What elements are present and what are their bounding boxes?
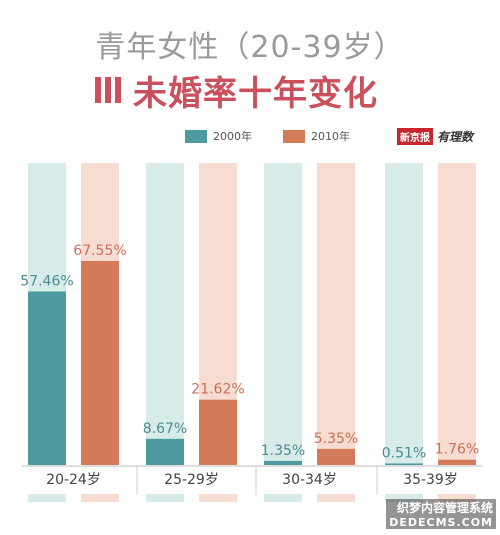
chart-subtitle: 未婚率十年变化 — [95, 70, 378, 114]
value-label: 67.55% — [73, 243, 126, 259]
legend-swatch-2010 — [283, 129, 305, 143]
bar-2010 — [317, 448, 355, 465]
value-label: 21.62% — [191, 382, 244, 398]
bar-2010 — [81, 260, 119, 465]
source-logo: 新京报 有理数 — [397, 127, 473, 145]
legend-label-2000: 2000年 — [213, 130, 252, 143]
bar-2000 — [146, 438, 184, 465]
legend-item-2000: 2000年 — [185, 128, 252, 144]
bar-track-bottom — [81, 494, 119, 502]
category-label: 25-29岁 — [164, 472, 219, 488]
bar-track — [199, 163, 237, 465]
bar-track-bottom — [199, 494, 237, 502]
bar-2000 — [385, 463, 423, 465]
legend-swatch-2000 — [185, 129, 207, 143]
category-label: 20-24岁 — [46, 472, 101, 488]
legend-label-2010: 2010年 — [311, 130, 350, 143]
bar-track — [264, 163, 302, 465]
bar-track-bottom — [317, 494, 355, 502]
bar-track — [28, 163, 66, 465]
bar-2000 — [28, 291, 66, 465]
bar-track — [438, 163, 476, 465]
watermark: 织梦内容管理系统 DEDECMS.COM — [386, 499, 496, 529]
bar-track-bottom — [28, 494, 66, 502]
bar-2000 — [264, 460, 302, 465]
bars-icon — [95, 77, 121, 103]
bar-track — [146, 163, 184, 465]
legend-item-2010: 2010年 — [283, 128, 350, 144]
source-column: 有理数 — [437, 129, 474, 144]
value-label: 1.35% — [261, 443, 305, 459]
bar-2010 — [199, 399, 237, 465]
source-paper: 新京报 — [397, 127, 433, 145]
chart-title: 青年女性（20-39岁） — [95, 30, 405, 65]
value-label: 57.46% — [20, 273, 73, 289]
subtitle-text: 未婚率十年变化 — [133, 73, 378, 114]
value-label: 5.35% — [314, 431, 358, 447]
legend: 2000年 2010年 — [0, 128, 500, 150]
bar-2010 — [438, 459, 476, 465]
bar-track-bottom — [146, 494, 184, 502]
bar-track-bottom — [264, 494, 302, 502]
watermark-line2: DEDECMS.COM — [386, 516, 496, 529]
value-label: 8.67% — [143, 421, 187, 437]
category-label: 35-39岁 — [403, 472, 458, 488]
watermark-line1: 织梦内容管理系统 — [386, 499, 496, 516]
value-label: 1.76% — [435, 442, 479, 458]
bar-track — [81, 163, 119, 465]
bar-track — [385, 163, 423, 465]
value-label: 0.51% — [382, 445, 426, 461]
category-label: 30-34岁 — [282, 472, 337, 488]
bar-track — [317, 163, 355, 465]
